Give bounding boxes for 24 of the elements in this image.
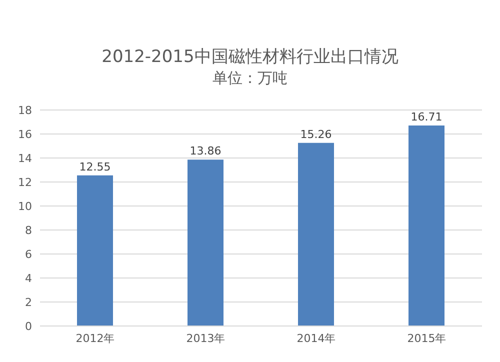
data-label: 13.86 <box>190 144 222 158</box>
y-tick-label: 2 <box>25 296 32 309</box>
x-tick-label: 2015年 <box>407 332 446 345</box>
bar <box>188 160 224 326</box>
chart-subtitle: 单位：万吨 <box>212 68 288 88</box>
x-tick-label: 2013年 <box>186 332 226 345</box>
y-tick-label: 8 <box>25 224 32 237</box>
bar <box>298 142 334 326</box>
y-tick-label: 16 <box>18 128 32 141</box>
y-tick-label: 12 <box>18 176 32 189</box>
y-tick-label: 18 <box>18 104 32 117</box>
x-tick-label: 2012年 <box>76 332 115 345</box>
bar <box>408 125 444 326</box>
data-label: 16.71 <box>410 110 442 124</box>
x-tick-label: 2014年 <box>296 332 336 345</box>
y-tick-label: 14 <box>18 152 32 165</box>
bar <box>77 175 113 326</box>
data-label: 12.55 <box>79 160 111 174</box>
y-tick-label: 6 <box>25 248 32 261</box>
y-tick-label: 0 <box>25 320 32 333</box>
y-tick-label: 4 <box>25 272 32 285</box>
y-tick-label: 10 <box>18 200 32 213</box>
chart-title: 2012-2015中国磁性材料行业出口情况 <box>100 46 400 68</box>
data-label: 15.26 <box>300 128 332 141</box>
